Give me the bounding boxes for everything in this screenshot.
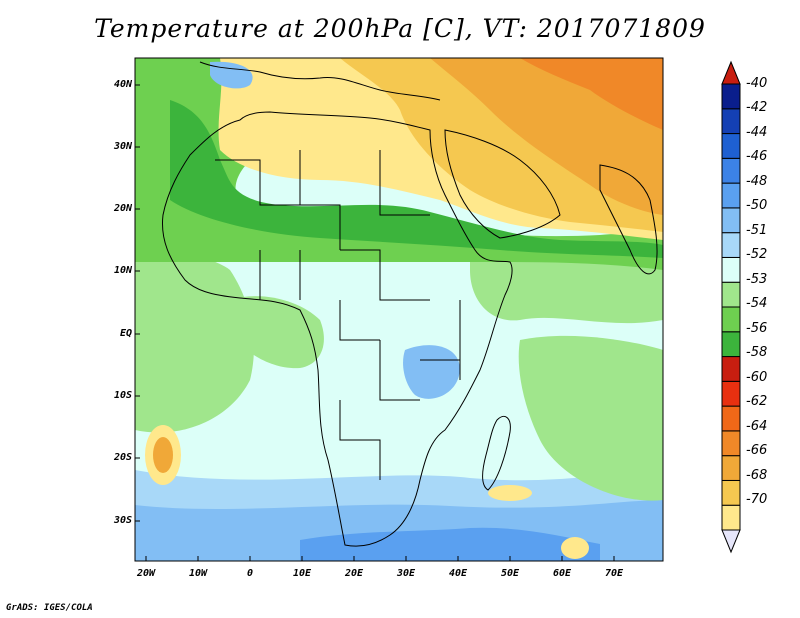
lat-label-eq: EQ: [119, 328, 132, 339]
colorbar-box-0: [721, 504, 741, 531]
lat-label-10s: 10S: [113, 390, 132, 401]
field-congo-light-green: [230, 296, 324, 369]
colorbar-box-9: [721, 281, 741, 308]
coastlines: [161, 61, 658, 547]
colorbar-label-16: -68: [746, 468, 768, 483]
colorbar-label-0: -40: [746, 76, 768, 91]
field-east-africa-blue: [403, 345, 460, 399]
arabia-coastline: [444, 129, 561, 239]
colorbar-bottom-arrow: [721, 529, 741, 554]
lon-label-10e: 10E: [292, 568, 312, 579]
colorbar-box-16: [721, 108, 741, 135]
lat-label-30s: 30S: [113, 515, 132, 526]
colorbar-label-3: -46: [746, 149, 768, 164]
lat-label-20s: 20S: [113, 452, 132, 463]
colorbar-label-6: -51: [746, 223, 768, 238]
colorbar-label-17: -70: [746, 492, 768, 507]
lon-label-50e: 50E: [500, 568, 520, 579]
colorbar-box-10: [721, 256, 741, 283]
lat-label-40n: 40N: [113, 79, 132, 90]
field-warm-cell-southern-ocean: [561, 537, 589, 559]
lon-label-40e: 40E: [448, 568, 468, 579]
colorbar-label-8: -53: [746, 272, 768, 287]
colorbar-label-5: -50: [746, 198, 768, 213]
internal-borders: [215, 150, 461, 480]
colorbar-label-13: -62: [746, 394, 768, 409]
lon-label-60e: 60E: [552, 568, 572, 579]
colorbar-boxes: [721, 83, 741, 531]
colorbar-box-14: [721, 157, 741, 184]
colorbar-label-4: -48: [746, 174, 768, 189]
lat-label-10n: 10N: [113, 265, 132, 276]
field-mediterranean-blue: [210, 61, 253, 89]
colorbar-box-8: [721, 306, 741, 333]
colorbar-box-12: [721, 207, 741, 234]
africa-coastline: [161, 111, 513, 547]
lon-label-20w: 20W: [136, 568, 156, 579]
colorbar-box-2: [721, 455, 741, 481]
colorbar-label-7: -52: [746, 247, 768, 262]
madagascar-coastline: [482, 416, 511, 491]
colorbar-label-12: -60: [746, 370, 768, 385]
colorbar-box-6: [721, 356, 741, 382]
colorbar-box-15: [721, 133, 741, 159]
tick-marks: [135, 84, 615, 561]
colorbar-label-2: -44: [746, 125, 768, 140]
colorbar-box-4: [721, 405, 741, 432]
lon-label-30e: 30E: [396, 568, 416, 579]
lat-label-30n: 30N: [113, 141, 132, 152]
field-warm-cell-south-africa: [488, 485, 532, 501]
field-sahel-dark-green: [170, 100, 663, 258]
lon-label-20e: 20E: [344, 568, 364, 579]
colorbar-box-5: [721, 380, 741, 407]
colorbar-label-11: -58: [746, 345, 768, 360]
grads-credit: GrADS: IGES/COLA: [6, 603, 93, 613]
map-frame: [134, 57, 664, 562]
field-tropical-light-green-west: [135, 254, 254, 433]
lat-label-20n: 20N: [113, 203, 132, 214]
colorbar: [721, 60, 741, 554]
colorbar-label-10: -56: [746, 321, 768, 336]
colorbar-label-9: -54: [746, 296, 768, 311]
lon-label-0: 0: [246, 568, 254, 579]
temperature-field: [135, 58, 663, 561]
field-tropical-light-green-indian: [518, 335, 663, 501]
colorbar-top-arrow: [721, 60, 741, 85]
colorbar-box-17: [721, 83, 741, 110]
colorbar-label-15: -66: [746, 443, 768, 458]
colorbar-box-11: [721, 232, 741, 258]
colorbar-label-1: -42: [746, 100, 768, 115]
field-north-dark-orange: [520, 58, 663, 130]
colorbar-box-3: [721, 430, 741, 457]
lon-label-10w: 10W: [188, 568, 208, 579]
colorbar-box-13: [721, 182, 741, 209]
colorbar-box-1: [721, 479, 741, 506]
colorbar-label-14: -64: [746, 419, 768, 434]
colorbar-box-7: [721, 331, 741, 358]
europe-coastline: [199, 61, 441, 101]
field-southern-dark-blue: [300, 527, 600, 561]
lon-label-70e: 70E: [604, 568, 624, 579]
india-coastline: [599, 164, 658, 275]
map-title: Temperature at 200hPa [C], VT: 201707180…: [94, 14, 706, 43]
field-warm-cell-atlantic-core: [153, 437, 173, 473]
